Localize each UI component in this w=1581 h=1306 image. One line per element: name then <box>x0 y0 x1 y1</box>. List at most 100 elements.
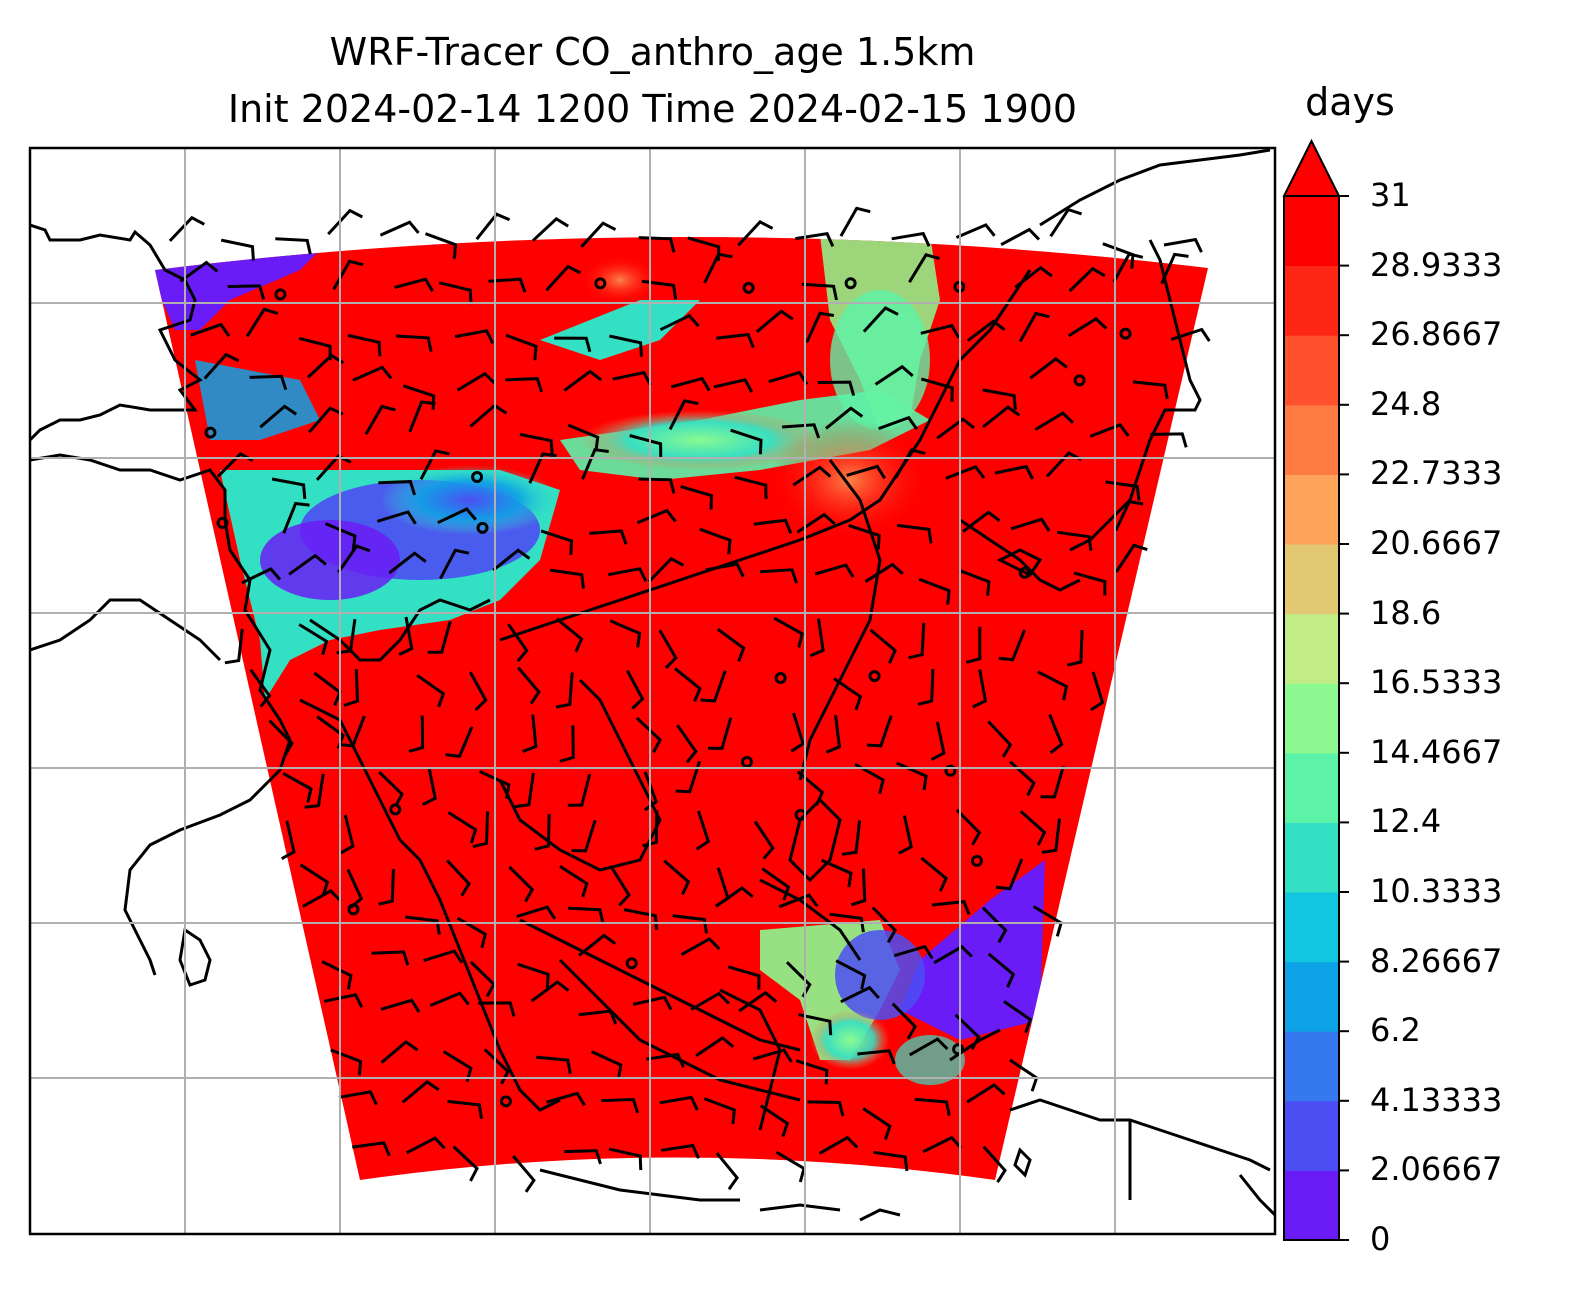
wind-barb <box>454 329 495 345</box>
wind-barb <box>1066 629 1084 667</box>
wind-barb <box>753 820 775 860</box>
calm-wind-marker <box>844 277 857 290</box>
wind-barb <box>338 1090 378 1106</box>
wind-barb <box>475 212 511 241</box>
wind-barb <box>578 933 617 957</box>
wind-barb <box>643 771 659 812</box>
wind-barb <box>854 762 885 794</box>
wind-barb <box>601 1097 640 1114</box>
wind-barb <box>675 760 702 794</box>
wind-barb <box>790 712 805 753</box>
wind-barb <box>713 378 754 393</box>
wind-barb <box>734 475 768 500</box>
wind-barb <box>680 937 721 956</box>
coastlines <box>30 148 1275 1222</box>
wind-barb <box>1160 252 1189 285</box>
colorbar-tick-label: 6.2 <box>1370 1011 1421 1050</box>
wind-barb <box>608 567 648 582</box>
wind-barb <box>378 480 417 496</box>
wind-barb <box>839 206 871 237</box>
wind-barb <box>792 465 832 487</box>
wind-barb <box>835 959 867 990</box>
wind-barb <box>452 1145 479 1182</box>
wind-barb <box>321 960 353 990</box>
wind-barb <box>517 962 550 989</box>
wind-barb <box>857 1049 896 1065</box>
wind-barb <box>965 626 982 664</box>
wind-barb <box>898 815 913 855</box>
wind-barb <box>807 1100 845 1117</box>
wind-barb <box>922 1135 963 1154</box>
colorbar-segment <box>1284 892 1339 963</box>
wind-barb <box>707 717 733 750</box>
wind-barb <box>406 1136 446 1155</box>
wind-barb <box>623 908 658 930</box>
calm-wind-marker <box>868 670 881 683</box>
wind-barb <box>559 725 575 763</box>
wind-barb <box>571 819 597 853</box>
wind-barb <box>423 949 464 964</box>
wind-barb <box>439 548 470 580</box>
wind-barb <box>563 369 603 392</box>
calm-wind-marker <box>944 764 957 777</box>
wind-barb <box>1034 411 1075 431</box>
wind-barb <box>227 284 266 300</box>
calm-wind-marker <box>952 1043 965 1056</box>
wind-barb <box>981 906 1008 944</box>
wind-barb <box>1112 252 1144 283</box>
wind-barb <box>894 448 926 479</box>
wind-barb <box>659 1095 699 1111</box>
wind-barb <box>1037 670 1069 701</box>
wind-barb <box>437 507 477 525</box>
wind-barb <box>567 423 600 452</box>
wind-barb <box>966 1083 1006 1104</box>
colorbar-segment <box>1284 752 1339 823</box>
colorbar-segment <box>1284 683 1339 754</box>
wind-barb <box>299 863 330 896</box>
wind-barb <box>752 1048 793 1063</box>
wind-barb <box>753 518 793 534</box>
wind-barb <box>955 223 996 239</box>
wind-barb <box>920 323 961 339</box>
calm-wind-marker <box>970 854 983 867</box>
wind-barb <box>994 464 1034 480</box>
wind-barb <box>864 562 904 583</box>
colorbar-tick-label: 8.26667 <box>1370 941 1503 980</box>
wind-barb <box>472 811 490 849</box>
wind-barb <box>282 501 310 534</box>
wind-barb <box>528 452 557 484</box>
wind-barb <box>534 813 551 851</box>
wind-barb <box>559 865 589 898</box>
wind-barb <box>591 1050 623 1080</box>
wind-barb <box>982 388 1017 410</box>
wind-barb <box>337 544 371 574</box>
wind-barb <box>873 1150 909 1172</box>
wind-barb <box>781 423 821 439</box>
wind-barb <box>315 454 352 481</box>
wind-barb <box>866 715 893 748</box>
wind-barb <box>982 405 1021 429</box>
wind-barb <box>580 221 617 248</box>
wind-barb <box>818 1135 859 1155</box>
wind-barb <box>998 629 1026 662</box>
wind-barb <box>1163 237 1203 253</box>
map-title-line2: Init 2024-02-14 1200 Time 2024-02-15 190… <box>227 87 1078 131</box>
wind-barb <box>893 944 934 960</box>
wind-barb <box>759 1104 790 1138</box>
colorbar-tick-label: 16.5333 <box>1370 663 1503 702</box>
wind-barb <box>908 1037 949 1057</box>
calm-wind-marker <box>742 281 755 294</box>
wind-barb <box>567 773 592 807</box>
colorbar-segment <box>1284 1031 1339 1102</box>
wind-barb <box>343 669 360 707</box>
wind-barb <box>715 1152 739 1191</box>
wind-barb <box>446 859 471 897</box>
wind-barb <box>945 464 986 480</box>
wind-barb <box>1115 543 1148 573</box>
wind-barb <box>848 523 881 550</box>
wind-barb <box>408 715 425 753</box>
colorbar-tick-label: 24.8 <box>1370 384 1442 423</box>
wind-barb <box>535 1055 572 1075</box>
calm-wind-marker <box>740 756 753 769</box>
wind-barb <box>1150 432 1188 448</box>
